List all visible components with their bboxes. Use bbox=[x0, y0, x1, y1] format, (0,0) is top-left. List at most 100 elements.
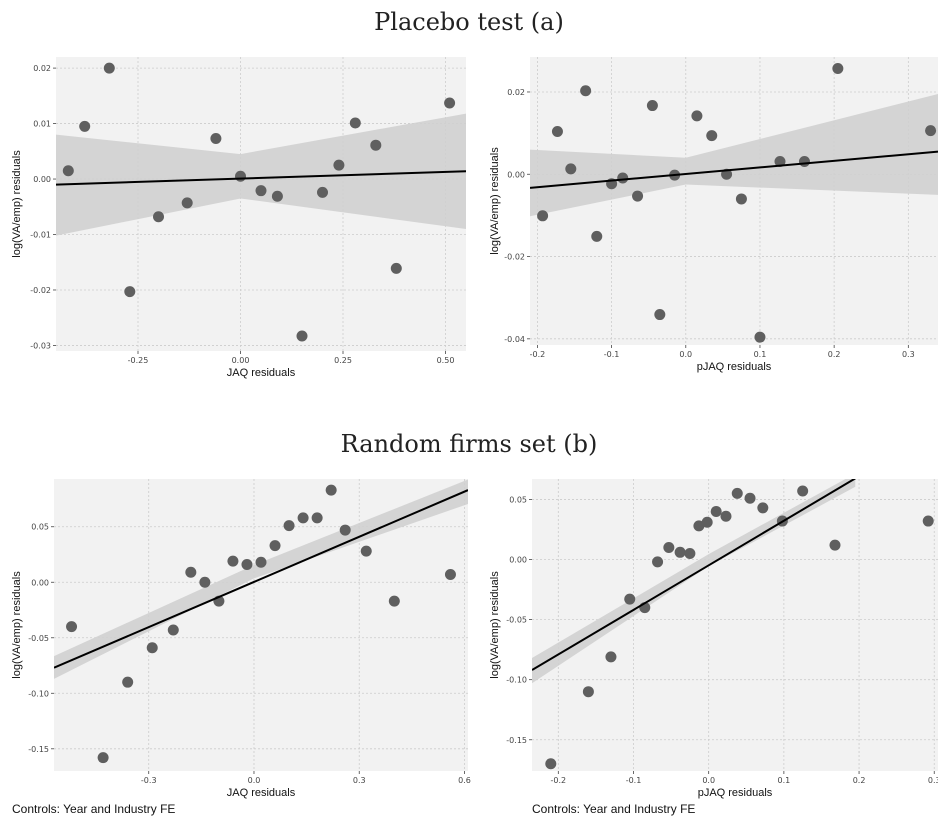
data-point bbox=[227, 555, 239, 567]
plot-area bbox=[54, 479, 468, 764]
x-axis-label: JAQ residuals bbox=[227, 367, 296, 379]
data-point bbox=[684, 548, 696, 560]
data-point bbox=[167, 624, 179, 636]
data-point bbox=[181, 197, 193, 209]
data-point bbox=[241, 558, 253, 570]
x-tick-label: -0.1 bbox=[626, 776, 642, 785]
data-point bbox=[153, 211, 164, 223]
x-tick-label: 0.2 bbox=[828, 350, 841, 359]
x-tick-label: -0.2 bbox=[551, 776, 567, 785]
data-point bbox=[582, 686, 594, 698]
data-point bbox=[720, 510, 732, 522]
data-point bbox=[829, 539, 841, 551]
data-point bbox=[255, 185, 267, 197]
y-tick-label: -0.04 bbox=[504, 335, 525, 344]
y-tick-label: 0.00 bbox=[507, 170, 525, 179]
data-point bbox=[124, 286, 136, 298]
data-point bbox=[360, 545, 372, 557]
confidence-band bbox=[532, 479, 856, 684]
x-tick-label: 0.1 bbox=[754, 350, 767, 359]
data-point bbox=[210, 133, 222, 145]
plot-area bbox=[56, 62, 466, 342]
data-point bbox=[710, 505, 722, 517]
y-tick-label: 0.00 bbox=[31, 578, 49, 587]
x-tick-label: 0.0 bbox=[702, 776, 715, 785]
data-point bbox=[701, 516, 713, 528]
data-point bbox=[444, 568, 456, 580]
data-point bbox=[652, 556, 664, 568]
data-point bbox=[798, 156, 810, 168]
data-point bbox=[693, 520, 705, 532]
data-point bbox=[311, 512, 323, 524]
data-point bbox=[925, 125, 937, 137]
data-point bbox=[744, 492, 756, 504]
x-axis-label: JAQ residuals bbox=[227, 787, 296, 799]
x-tick-label: 0.00 bbox=[232, 356, 250, 365]
y-tick-label: 0.05 bbox=[31, 523, 49, 532]
fit-line bbox=[54, 489, 468, 669]
confidence-band bbox=[56, 113, 466, 236]
data-point bbox=[706, 130, 718, 142]
confidence-band bbox=[54, 479, 468, 679]
section-title-random-firms: Random firms set (b) bbox=[340, 430, 598, 458]
data-point bbox=[797, 485, 809, 497]
data-point bbox=[333, 159, 345, 171]
y-tick-label: -0.02 bbox=[504, 253, 525, 262]
chart-random-pjaq: -0.2 -0.1 0.0 0.1 0.2 0.3 -0.15 -0.10 -0.05 0.00 0… bbox=[489, 479, 938, 799]
fit-line bbox=[56, 170, 466, 186]
x-tick-label: 0.50 bbox=[437, 356, 455, 365]
confidence-band bbox=[530, 94, 938, 217]
x-tick-label: -0.1 bbox=[604, 350, 620, 359]
fit-line bbox=[532, 479, 856, 671]
y-tick-label: -0.03 bbox=[30, 341, 51, 350]
data-point bbox=[674, 546, 686, 558]
data-point bbox=[646, 100, 658, 112]
x-axis-label: pJAQ residuals bbox=[697, 361, 772, 373]
data-point bbox=[624, 593, 636, 605]
y-axis-label: log(VA/emp) residuals bbox=[11, 571, 23, 679]
data-point bbox=[580, 85, 592, 97]
data-point bbox=[185, 566, 197, 578]
x-tick-label: -0.25 bbox=[128, 356, 149, 365]
data-point bbox=[235, 170, 246, 182]
data-point bbox=[654, 309, 666, 321]
data-point bbox=[97, 752, 109, 764]
y-tick-label: -0.01 bbox=[30, 231, 51, 240]
y-tick-label: 0.05 bbox=[509, 495, 527, 504]
x-tick-label: 0.0 bbox=[248, 776, 261, 785]
data-point bbox=[271, 190, 283, 202]
data-point bbox=[103, 62, 115, 74]
data-point bbox=[199, 576, 211, 588]
y-tick-label: -0.02 bbox=[30, 286, 51, 295]
data-point bbox=[283, 520, 295, 532]
data-point bbox=[255, 556, 267, 568]
data-point bbox=[757, 502, 769, 514]
data-point bbox=[388, 595, 400, 607]
data-point bbox=[349, 117, 361, 129]
y-tick-label: -0.05 bbox=[28, 634, 49, 643]
data-point bbox=[444, 97, 456, 109]
x-tick-label: 0.6 bbox=[458, 776, 471, 785]
data-point bbox=[591, 230, 603, 242]
data-point bbox=[832, 63, 844, 75]
data-point bbox=[325, 484, 337, 496]
y-tick-label: -0.15 bbox=[28, 745, 49, 754]
x-tick-label: 0.1 bbox=[778, 776, 791, 785]
data-point bbox=[545, 758, 557, 770]
y-tick-label: 0.02 bbox=[33, 64, 51, 73]
data-point bbox=[79, 120, 91, 132]
data-point bbox=[62, 165, 74, 177]
y-axis-label: log(VA/emp) residuals bbox=[11, 150, 23, 258]
x-axis-label: pJAQ residuals bbox=[698, 787, 773, 799]
y-tick-label: -0.10 bbox=[28, 689, 49, 698]
x-tick-label: 0.3 bbox=[928, 776, 938, 785]
x-tick-label: 0.25 bbox=[334, 356, 352, 365]
data-point bbox=[605, 651, 617, 663]
y-axis-label: log(VA/emp) residuals bbox=[489, 147, 501, 255]
y-tick-label: 0.01 bbox=[33, 120, 51, 129]
data-point bbox=[774, 156, 786, 168]
data-point bbox=[565, 163, 577, 175]
data-point bbox=[551, 125, 563, 137]
data-point bbox=[269, 540, 281, 552]
data-point bbox=[122, 676, 134, 688]
